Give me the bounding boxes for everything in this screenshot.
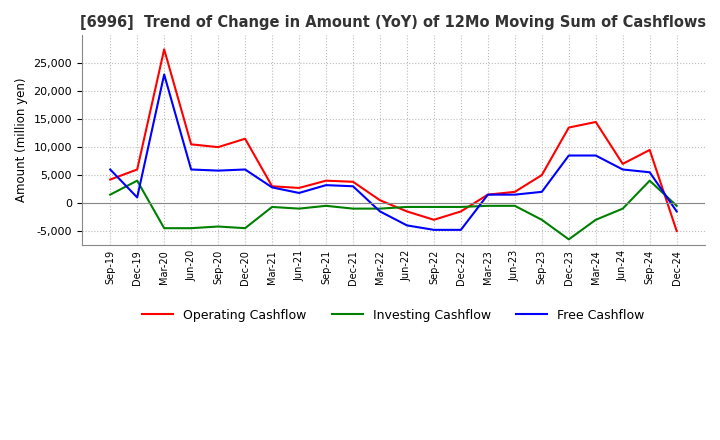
Free Cashflow — [160, 72, 168, 77]
Investing Cashflow — [484, 203, 492, 209]
Free Cashflow — [430, 227, 438, 232]
Operating Cashflow — [672, 228, 681, 234]
Investing Cashflow — [591, 217, 600, 223]
Operating Cashflow — [402, 209, 411, 214]
Free Cashflow — [591, 153, 600, 158]
Investing Cashflow — [538, 217, 546, 223]
Free Cashflow — [402, 223, 411, 228]
Investing Cashflow — [294, 206, 303, 211]
Investing Cashflow — [618, 206, 627, 211]
Investing Cashflow — [348, 206, 357, 211]
Free Cashflow — [510, 192, 519, 197]
Free Cashflow — [268, 185, 276, 190]
Free Cashflow — [484, 192, 492, 197]
Operating Cashflow — [268, 183, 276, 189]
Free Cashflow — [645, 170, 654, 175]
Free Cashflow — [240, 167, 249, 172]
Free Cashflow — [322, 183, 330, 188]
Y-axis label: Amount (million yen): Amount (million yen) — [15, 78, 28, 202]
Investing Cashflow — [268, 204, 276, 209]
Free Cashflow — [294, 191, 303, 196]
Line: Free Cashflow: Free Cashflow — [110, 74, 677, 230]
Investing Cashflow — [456, 204, 465, 209]
Operating Cashflow — [106, 177, 114, 182]
Operating Cashflow — [240, 136, 249, 141]
Operating Cashflow — [133, 167, 142, 172]
Operating Cashflow — [214, 144, 222, 150]
Line: Investing Cashflow: Investing Cashflow — [110, 181, 677, 239]
Investing Cashflow — [672, 203, 681, 209]
Line: Operating Cashflow: Operating Cashflow — [110, 49, 677, 231]
Title: [6996]  Trend of Change in Amount (YoY) of 12Mo Moving Sum of Cashflows: [6996] Trend of Change in Amount (YoY) o… — [81, 15, 706, 30]
Operating Cashflow — [538, 172, 546, 178]
Free Cashflow — [564, 153, 573, 158]
Free Cashflow — [133, 195, 142, 200]
Operating Cashflow — [456, 209, 465, 214]
Investing Cashflow — [214, 224, 222, 229]
Investing Cashflow — [133, 178, 142, 183]
Investing Cashflow — [186, 226, 195, 231]
Operating Cashflow — [322, 178, 330, 183]
Investing Cashflow — [240, 226, 249, 231]
Free Cashflow — [214, 168, 222, 173]
Operating Cashflow — [510, 189, 519, 194]
Free Cashflow — [456, 227, 465, 232]
Free Cashflow — [672, 209, 681, 214]
Investing Cashflow — [430, 204, 438, 209]
Legend: Operating Cashflow, Investing Cashflow, Free Cashflow: Operating Cashflow, Investing Cashflow, … — [137, 304, 649, 327]
Investing Cashflow — [402, 204, 411, 209]
Investing Cashflow — [645, 178, 654, 183]
Operating Cashflow — [430, 217, 438, 223]
Operating Cashflow — [564, 125, 573, 130]
Operating Cashflow — [591, 119, 600, 125]
Operating Cashflow — [376, 198, 384, 203]
Investing Cashflow — [322, 203, 330, 209]
Investing Cashflow — [160, 226, 168, 231]
Operating Cashflow — [294, 185, 303, 191]
Operating Cashflow — [160, 47, 168, 52]
Operating Cashflow — [618, 161, 627, 167]
Operating Cashflow — [484, 192, 492, 197]
Operating Cashflow — [186, 142, 195, 147]
Free Cashflow — [538, 189, 546, 194]
Operating Cashflow — [348, 179, 357, 184]
Investing Cashflow — [510, 203, 519, 209]
Free Cashflow — [618, 167, 627, 172]
Free Cashflow — [376, 209, 384, 214]
Free Cashflow — [106, 167, 114, 172]
Free Cashflow — [186, 167, 195, 172]
Investing Cashflow — [376, 206, 384, 211]
Free Cashflow — [348, 183, 357, 189]
Operating Cashflow — [645, 147, 654, 153]
Investing Cashflow — [106, 192, 114, 197]
Investing Cashflow — [564, 237, 573, 242]
